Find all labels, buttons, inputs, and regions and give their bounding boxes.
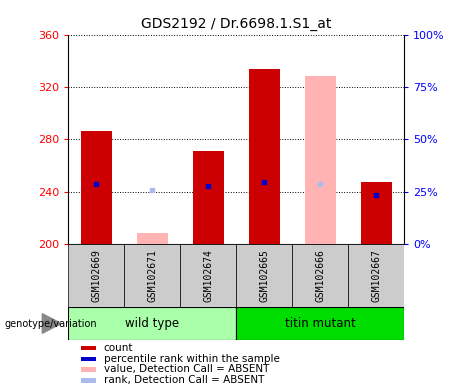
Bar xyxy=(193,151,224,244)
Bar xyxy=(348,244,404,307)
Text: GSM102671: GSM102671 xyxy=(147,249,157,302)
Text: genotype/variation: genotype/variation xyxy=(5,318,97,329)
Bar xyxy=(81,131,111,244)
Text: GSM102669: GSM102669 xyxy=(91,249,101,302)
Bar xyxy=(81,367,96,372)
Polygon shape xyxy=(42,314,61,333)
Text: GSM102666: GSM102666 xyxy=(315,249,325,302)
Bar xyxy=(81,378,96,383)
Bar xyxy=(68,307,236,340)
Text: GSM102667: GSM102667 xyxy=(371,249,381,302)
Bar xyxy=(68,244,124,307)
Bar xyxy=(249,69,280,244)
Bar xyxy=(361,182,392,244)
Text: count: count xyxy=(104,343,133,353)
Text: value, Detection Call = ABSENT: value, Detection Call = ABSENT xyxy=(104,364,269,374)
Bar xyxy=(236,307,404,340)
Bar xyxy=(305,76,336,244)
Text: wild type: wild type xyxy=(125,317,179,330)
Bar xyxy=(236,244,292,307)
Text: GSM102674: GSM102674 xyxy=(203,249,213,302)
Bar xyxy=(180,244,236,307)
Title: GDS2192 / Dr.6698.1.S1_at: GDS2192 / Dr.6698.1.S1_at xyxy=(141,17,331,31)
Text: percentile rank within the sample: percentile rank within the sample xyxy=(104,354,280,364)
Bar xyxy=(81,346,96,350)
Bar xyxy=(137,233,168,244)
Bar xyxy=(124,244,180,307)
Text: GSM102665: GSM102665 xyxy=(259,249,269,302)
Bar xyxy=(81,357,96,361)
Bar xyxy=(292,244,348,307)
Text: rank, Detection Call = ABSENT: rank, Detection Call = ABSENT xyxy=(104,376,264,384)
Text: titin mutant: titin mutant xyxy=(285,317,356,330)
